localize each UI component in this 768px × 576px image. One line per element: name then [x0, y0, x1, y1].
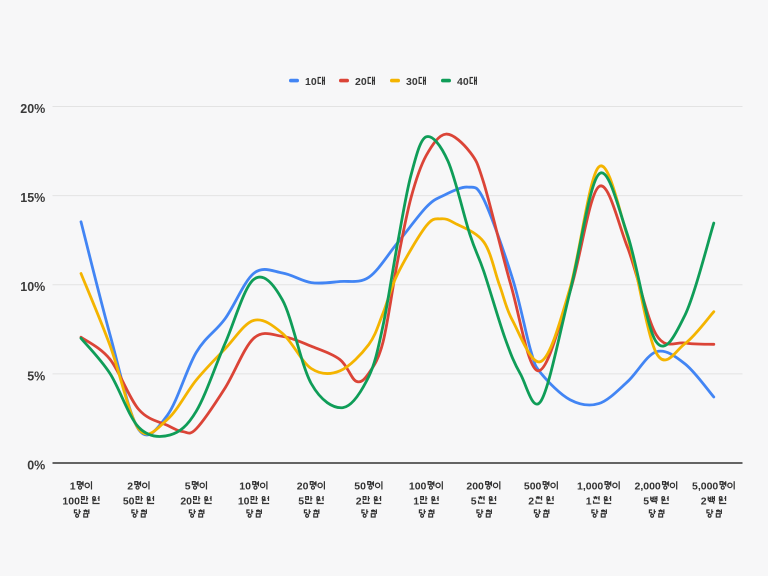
svg-text:10: 10 — [305, 76, 317, 88]
svg-text:50: 50 — [354, 481, 366, 493]
svg-text:10: 10 — [239, 481, 251, 493]
svg-text:2: 2 — [701, 495, 707, 507]
svg-text:5: 5 — [471, 495, 477, 507]
svg-text:5: 5 — [185, 481, 191, 493]
svg-text:2,000: 2,000 — [635, 481, 661, 493]
svg-text:40: 40 — [457, 76, 469, 88]
svg-text:20: 20 — [180, 495, 192, 507]
svg-text:15%: 15% — [20, 191, 45, 205]
svg-text:500: 500 — [524, 481, 542, 493]
svg-text:30: 30 — [406, 76, 418, 88]
svg-text:100: 100 — [62, 495, 80, 507]
svg-text:1: 1 — [586, 495, 592, 507]
svg-text:5,000: 5,000 — [692, 481, 718, 493]
svg-text:5: 5 — [643, 495, 649, 507]
svg-text:20: 20 — [355, 76, 367, 88]
svg-text:5%: 5% — [27, 369, 45, 383]
svg-text:1: 1 — [70, 481, 76, 493]
svg-text:10%: 10% — [20, 280, 45, 294]
svg-text:200: 200 — [466, 481, 484, 493]
svg-text:0%: 0% — [27, 458, 45, 472]
svg-text:5: 5 — [298, 495, 304, 507]
svg-text:2: 2 — [528, 495, 534, 507]
svg-text:20: 20 — [297, 481, 309, 493]
svg-text:1,000: 1,000 — [577, 481, 603, 493]
svg-text:2: 2 — [356, 495, 362, 507]
svg-text:100: 100 — [409, 481, 427, 493]
svg-text:1: 1 — [413, 495, 419, 507]
svg-text:2: 2 — [127, 481, 133, 493]
svg-text:10: 10 — [238, 495, 250, 507]
svg-text:20%: 20% — [20, 102, 45, 116]
svg-text:50: 50 — [123, 495, 135, 507]
